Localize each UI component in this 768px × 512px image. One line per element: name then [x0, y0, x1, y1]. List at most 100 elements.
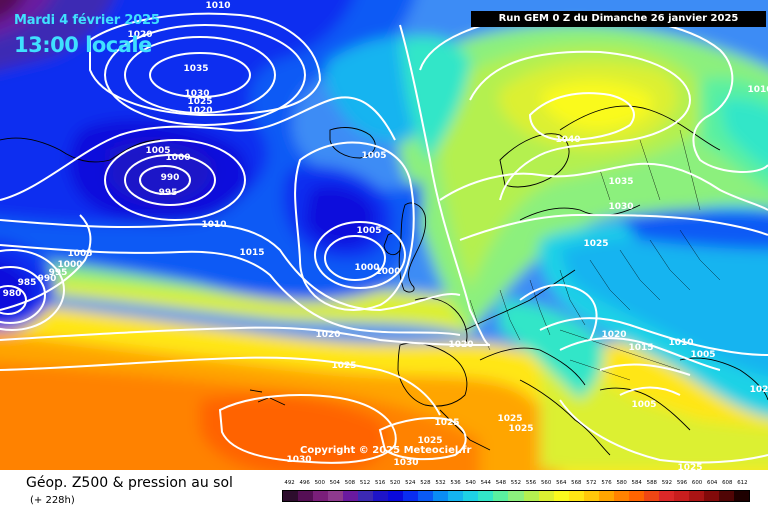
isobar-label: 1000	[165, 153, 190, 163]
isobar-label: 1030	[608, 202, 633, 212]
legend-value: 520	[390, 480, 401, 486]
legend-value: 524	[405, 480, 416, 486]
legend-value: 532	[435, 480, 446, 486]
legend-swatch	[433, 491, 449, 501]
legend-value: 600	[691, 480, 703, 486]
legend-swatch	[373, 491, 389, 501]
legend-swatch	[298, 491, 314, 501]
isobar-label: 1005	[67, 249, 92, 259]
isobar-labels: 1010 1020 1035 1030 1025 1020 1005 1000 …	[3, 1, 768, 470]
legend-value: 580	[616, 480, 627, 486]
legend-value: 500	[314, 480, 325, 486]
legend-value: 528	[420, 480, 431, 486]
legend-swatch	[598, 491, 614, 501]
isobar-label: 980	[3, 289, 22, 299]
legend-swatch	[733, 491, 749, 501]
isobar-label: 1010	[747, 85, 768, 95]
isobar-label: 1005	[690, 350, 715, 360]
legend-swatch	[673, 491, 689, 501]
isobar-label: 1005	[356, 226, 381, 236]
legend-value: 508	[344, 480, 356, 486]
legend-value: 496	[299, 480, 310, 486]
legend-swatch	[538, 491, 554, 501]
forecast-local-time: 13:00 locale	[14, 33, 152, 57]
isobar-label: 1025	[331, 361, 356, 371]
isobar-label: 1025	[508, 424, 533, 434]
legend-swatch	[658, 491, 674, 501]
isobar-label: 1020	[448, 340, 473, 350]
isobar-label: 1040	[555, 135, 580, 145]
legend-swatch	[328, 491, 344, 501]
color-legend	[282, 490, 750, 502]
legend-swatch	[313, 491, 329, 501]
map-footer: Géop. Z500 & pression au sol (+ 228h) 49…	[0, 470, 768, 512]
isobar-label: 1030	[286, 455, 311, 465]
legend-swatch	[388, 491, 404, 501]
isobar-label: 1025	[677, 463, 702, 470]
isobar-label: 1030	[393, 458, 418, 468]
legend-swatch	[478, 491, 494, 501]
isobar-label: 1035	[183, 64, 208, 74]
isobar-label: 995	[159, 188, 178, 198]
legend-value: 556	[525, 480, 537, 486]
legend-swatch	[718, 491, 734, 501]
legend-swatch	[643, 491, 659, 501]
legend-swatch	[463, 491, 479, 501]
legend-value: 576	[601, 480, 612, 486]
copyright-notice: Copyright © 2025 Meteociel.fr	[300, 445, 472, 456]
legend-swatch	[343, 491, 359, 501]
isobar-label: 1000	[375, 267, 400, 277]
isobar-label: 1020	[315, 330, 340, 340]
legend-swatch	[403, 491, 419, 501]
isobar-label: 1000	[57, 260, 82, 270]
legend-swatch	[628, 491, 644, 501]
legend-value: 572	[586, 480, 597, 486]
legend-swatch	[358, 491, 374, 501]
legend-value: 512	[359, 480, 371, 486]
lead-time: (+ 228h)	[30, 495, 75, 506]
isobar-label: 1005	[145, 146, 170, 156]
isobar-label: 1020	[187, 106, 212, 116]
legend-value: 608	[722, 480, 733, 486]
legend-value: 592	[661, 480, 673, 486]
legend-value: 560	[540, 480, 552, 486]
legend-value: 504	[329, 480, 340, 486]
isobar-label: 1005	[631, 400, 656, 410]
isobar-label: 1010	[668, 338, 693, 348]
legend-value: 536	[450, 480, 461, 486]
legend-value: 548	[495, 480, 506, 486]
legend-value: 584	[631, 480, 642, 486]
legend-value: 540	[465, 480, 476, 486]
legend-value: 552	[510, 480, 522, 486]
legend-value: 516	[374, 480, 386, 486]
legend-swatch	[553, 491, 569, 501]
legend-value: 492	[284, 480, 295, 486]
legend-value: 544	[480, 480, 491, 486]
isobar-label: 1015	[628, 343, 653, 353]
isobars	[0, 12, 768, 464]
isobar-label: 1025	[497, 414, 522, 424]
legend-swatch	[688, 491, 704, 501]
isobar-label: 1005	[361, 151, 386, 161]
isobar-label: 1025	[187, 97, 212, 107]
legend-value: 596	[676, 480, 688, 486]
isobar-label: 985	[18, 278, 37, 288]
isobar-label: 990	[38, 274, 57, 284]
legend-swatch	[613, 491, 629, 501]
legend-value: 588	[646, 480, 657, 486]
isobar-label: 1020	[127, 30, 152, 40]
isobar-label: 102	[750, 385, 768, 395]
legend-labels: 492 496 500 504 508 512 516 520 524 528 532 536 540 5…	[282, 480, 750, 490]
product-title: Géop. Z500 & pression au sol	[26, 475, 233, 491]
legend-swatch	[523, 491, 539, 501]
legend-value: 564	[556, 480, 567, 486]
legend-swatch	[703, 491, 719, 501]
isobar-label: 1025	[417, 436, 442, 446]
isobar-label: 1010	[205, 1, 230, 11]
isobar-label: 990	[161, 173, 180, 183]
model-run-info: Run GEM 0 Z du Dimanche 26 janvier 2025	[471, 11, 766, 27]
legend-swatch	[448, 491, 464, 501]
isobar-label: 995	[49, 268, 68, 278]
legend-value: 568	[571, 480, 582, 486]
